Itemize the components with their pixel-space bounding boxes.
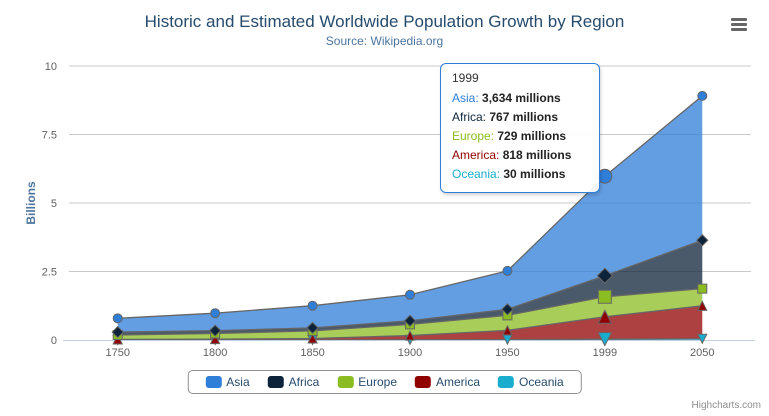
legend-item-africa[interactable]: Africa — [267, 375, 320, 389]
legend-item-america[interactable]: America — [415, 375, 480, 389]
tooltip-rows: Asia: 3,634 millions Africa: 767 millions… — [452, 89, 588, 184]
tooltip-row-america: America: 818 millions — [452, 146, 588, 165]
chart-title: Historic and Estimated Worldwide Populat… — [144, 12, 625, 31]
x-axis-label: 1999 — [593, 347, 617, 359]
marker-africa-2050[interactable] — [696, 234, 709, 247]
chart-subtitle: Source: Wikipedia.org — [325, 34, 444, 48]
legend-label: Asia — [226, 375, 250, 389]
legend-label: Oceania — [519, 375, 564, 389]
y-axis-label: 10 — [45, 61, 57, 73]
marker-europe-1999-hovered[interactable] — [597, 289, 612, 304]
legend-item-oceania[interactable]: Oceania — [498, 375, 564, 389]
y-axis-label: 7.5 — [42, 130, 57, 142]
hamburger-menu-icon — [731, 28, 747, 31]
tooltip-row-africa: Africa: 767 millions — [452, 108, 588, 127]
tooltip-row-europe: Europe: 729 millions — [452, 127, 588, 146]
legend-swatch-icon — [205, 376, 222, 388]
y-axis-label: 5 — [51, 198, 57, 210]
marker-asia-1950[interactable] — [502, 265, 513, 276]
x-axis-label: 1750 — [105, 347, 129, 359]
y-axis-title: Billions — [24, 181, 38, 225]
marker-asia-2050[interactable] — [697, 90, 708, 101]
tooltip-series-name: Asia: — [452, 91, 483, 105]
x-axis-label: 2050 — [690, 347, 714, 359]
legend-item-asia[interactable]: Asia — [205, 375, 250, 389]
tooltip-series-name: Europe: — [452, 129, 498, 143]
legend-label: Europe — [358, 375, 398, 389]
area-asia[interactable] — [117, 95, 703, 333]
marker-asia-1750[interactable] — [112, 313, 123, 324]
marker-asia-1900[interactable] — [405, 289, 415, 300]
marker-america-1950[interactable] — [502, 324, 513, 336]
tooltip-series-name: America: — [452, 148, 503, 162]
hamburger-menu-icon — [731, 23, 747, 26]
export-menu-button[interactable] — [731, 18, 747, 31]
tooltip-row-oceania: Oceania: 30 millions — [452, 165, 588, 184]
marker-america-1999-hovered[interactable] — [597, 309, 613, 324]
marker-europe-2050[interactable] — [697, 283, 708, 294]
area-america[interactable] — [117, 305, 703, 340]
tooltip-header: 1999 — [452, 71, 479, 85]
tooltip-series-value: 818 millions — [502, 148, 572, 162]
marker-asia-1850[interactable] — [307, 300, 318, 311]
marker-africa-1900[interactable] — [403, 314, 417, 327]
area-africa[interactable] — [117, 240, 703, 335]
marker-africa-1850[interactable] — [306, 321, 319, 335]
tooltip-row-asia: Asia: 3,634 millions — [452, 89, 588, 108]
y-axis-label: 2.5 — [42, 267, 57, 279]
x-axis-label: 1950 — [495, 347, 519, 359]
marker-africa-1950[interactable] — [501, 303, 514, 316]
marker-america-2050[interactable] — [696, 300, 708, 311]
legend-swatch-icon — [337, 376, 354, 388]
marker-asia-1800[interactable] — [210, 308, 221, 319]
credits-link[interactable]: Highcharts.com — [691, 400, 761, 411]
legend-item-europe[interactable]: Europe — [337, 375, 397, 389]
x-axis-label: 1800 — [203, 347, 227, 359]
marker-oceania-2050[interactable] — [696, 333, 708, 345]
marker-america-1900[interactable] — [404, 329, 416, 341]
legend-swatch-icon — [498, 376, 515, 388]
x-axis-label: 1900 — [398, 347, 422, 359]
y-axis-label: 0 — [51, 335, 57, 347]
marker-africa-1800[interactable] — [208, 324, 222, 337]
tooltip-series-value: 767 millions — [489, 110, 559, 124]
legend-label: America — [436, 375, 481, 389]
marker-oceania-1999-hovered[interactable] — [597, 332, 613, 347]
marker-america-1850[interactable] — [307, 332, 318, 344]
x-axis-label: 1850 — [300, 347, 324, 359]
hamburger-menu-icon — [731, 18, 747, 21]
legend-swatch-icon — [267, 376, 284, 388]
tooltip-series-value: 30 millions — [503, 167, 566, 181]
tooltip-series-name: Africa: — [452, 110, 490, 124]
legend: Asia Africa Europe America Oceania — [187, 370, 582, 394]
tooltip-series-value: 3,634 millions — [482, 91, 561, 105]
legend-label: Africa — [288, 375, 320, 389]
tooltip-series-name: Oceania: — [452, 167, 504, 181]
marker-africa-1750[interactable] — [111, 325, 124, 339]
marker-africa-1999-hovered[interactable] — [596, 267, 614, 284]
legend-swatch-icon — [415, 376, 432, 388]
tooltip: 1999 Asia: 3,634 millions Africa: 767 mil… — [440, 63, 600, 193]
tooltip-series-value: 729 millions — [497, 129, 567, 143]
marker-america-1800[interactable] — [209, 333, 221, 345]
